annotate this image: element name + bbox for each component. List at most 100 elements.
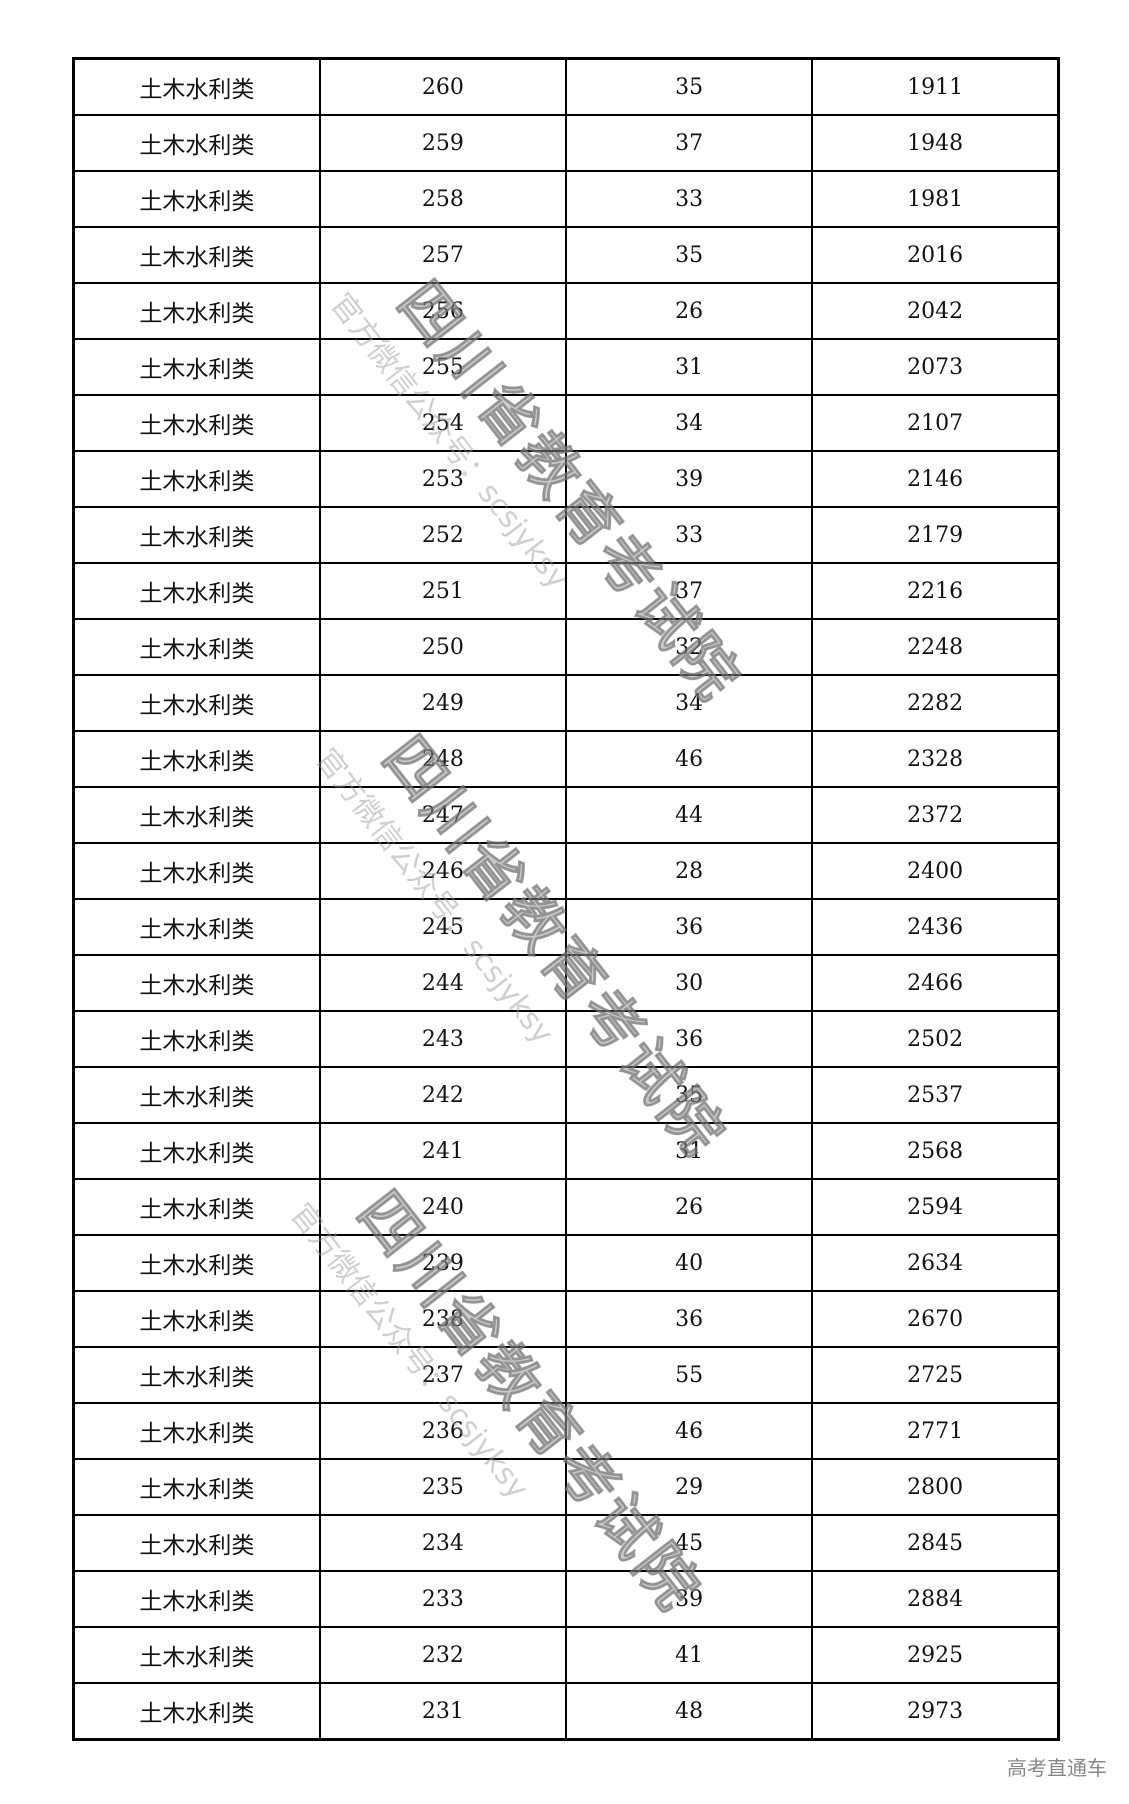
count-cell: 31 [564,338,814,396]
score-table: 土木水利类 260 35 1911 土木水利类 259 37 1948 土木水利类 258 33 19… [72,57,1060,1741]
category-cell: 土木水利类 [72,842,321,900]
category-cell: 土木水利类 [72,57,321,116]
score-cell: 244 [318,954,568,1012]
count-cell: 31 [564,1122,814,1180]
count-cell: 33 [564,506,814,564]
category-cell: 土木水利类 [72,1234,321,1292]
category-cell: 土木水利类 [72,170,321,228]
category-cell: 土木水利类 [72,674,321,732]
category-cell: 土木水利类 [72,338,321,396]
table-row: 土木水利类 255 31 2073 [72,338,1060,396]
table-row: 土木水利类 253 39 2146 [72,450,1060,508]
category-cell: 土木水利类 [72,282,321,340]
score-cell: 234 [318,1514,568,1572]
cumulative-cell: 2568 [811,1122,1060,1180]
category-cell: 土木水利类 [72,450,321,508]
score-cell: 256 [318,282,568,340]
count-cell: 28 [564,842,814,900]
footer-source: 高考直通车 [1007,1756,1107,1780]
score-cell: 249 [318,674,568,732]
count-cell: 26 [564,1178,814,1236]
count-cell: 32 [564,618,814,676]
table-row: 土木水利类 246 28 2400 [72,842,1060,900]
count-cell: 40 [564,1234,814,1292]
cumulative-cell: 2436 [811,898,1060,956]
category-cell: 土木水利类 [72,1346,321,1404]
table-row: 土木水利类 245 36 2436 [72,898,1060,956]
cumulative-cell: 2973 [811,1682,1060,1741]
score-cell: 248 [318,730,568,788]
cumulative-cell: 2884 [811,1570,1060,1628]
cumulative-cell: 1948 [811,114,1060,172]
category-cell: 土木水利类 [72,1626,321,1684]
count-cell: 44 [564,786,814,844]
category-cell: 土木水利类 [72,1514,321,1572]
cumulative-cell: 2216 [811,562,1060,620]
count-cell: 45 [564,1514,814,1572]
table-row: 土木水利类 258 33 1981 [72,170,1060,228]
cumulative-cell: 2771 [811,1402,1060,1460]
score-cell: 250 [318,618,568,676]
table-row: 土木水利类 260 35 1911 [72,57,1060,116]
cumulative-cell: 1911 [811,57,1060,116]
cumulative-cell: 2466 [811,954,1060,1012]
count-cell: 46 [564,1402,814,1460]
count-cell: 48 [564,1682,814,1741]
count-cell: 37 [564,114,814,172]
cumulative-cell: 2925 [811,1626,1060,1684]
count-cell: 41 [564,1626,814,1684]
count-cell: 37 [564,562,814,620]
table-row: 土木水利类 257 35 2016 [72,226,1060,284]
table-row: 土木水利类 240 26 2594 [72,1178,1060,1236]
category-cell: 土木水利类 [72,1570,321,1628]
category-cell: 土木水利类 [72,1402,321,1460]
cumulative-cell: 1981 [811,170,1060,228]
category-cell: 土木水利类 [72,1010,321,1068]
count-cell: 34 [564,674,814,732]
category-cell: 土木水利类 [72,1682,321,1741]
score-cell: 235 [318,1458,568,1516]
score-cell: 247 [318,786,568,844]
category-cell: 土木水利类 [72,562,321,620]
category-cell: 土木水利类 [72,226,321,284]
count-cell: 46 [564,730,814,788]
cumulative-cell: 2800 [811,1458,1060,1516]
category-cell: 土木水利类 [72,1290,321,1348]
count-cell: 34 [564,394,814,452]
count-cell: 36 [564,1290,814,1348]
category-cell: 土木水利类 [72,1066,321,1124]
cumulative-cell: 2670 [811,1290,1060,1348]
count-cell: 35 [564,226,814,284]
table-row: 土木水利类 242 35 2537 [72,1066,1060,1124]
cumulative-cell: 2016 [811,226,1060,284]
score-cell: 255 [318,338,568,396]
table-row: 土木水利类 239 40 2634 [72,1234,1060,1292]
score-cell: 239 [318,1234,568,1292]
cumulative-cell: 2725 [811,1346,1060,1404]
cumulative-cell: 2328 [811,730,1060,788]
score-cell: 241 [318,1122,568,1180]
count-cell: 33 [564,170,814,228]
table-row: 土木水利类 235 29 2800 [72,1458,1060,1516]
score-cell: 237 [318,1346,568,1404]
score-cell: 258 [318,170,568,228]
count-cell: 35 [564,57,814,116]
cumulative-cell: 2372 [811,786,1060,844]
table-row: 土木水利类 250 32 2248 [72,618,1060,676]
category-cell: 土木水利类 [72,1458,321,1516]
category-cell: 土木水利类 [72,730,321,788]
table-row: 土木水利类 251 37 2216 [72,562,1060,620]
category-cell: 土木水利类 [72,1178,321,1236]
cumulative-cell: 2502 [811,1010,1060,1068]
count-cell: 36 [564,1010,814,1068]
table-row: 土木水利类 234 45 2845 [72,1514,1060,1572]
cumulative-cell: 2107 [811,394,1060,452]
table-row: 土木水利类 231 48 2973 [72,1682,1060,1741]
score-cell: 251 [318,562,568,620]
score-cell: 240 [318,1178,568,1236]
score-cell: 252 [318,506,568,564]
table-row: 土木水利类 256 26 2042 [72,282,1060,340]
cumulative-cell: 2634 [811,1234,1060,1292]
count-cell: 39 [564,1570,814,1628]
category-cell: 土木水利类 [72,898,321,956]
